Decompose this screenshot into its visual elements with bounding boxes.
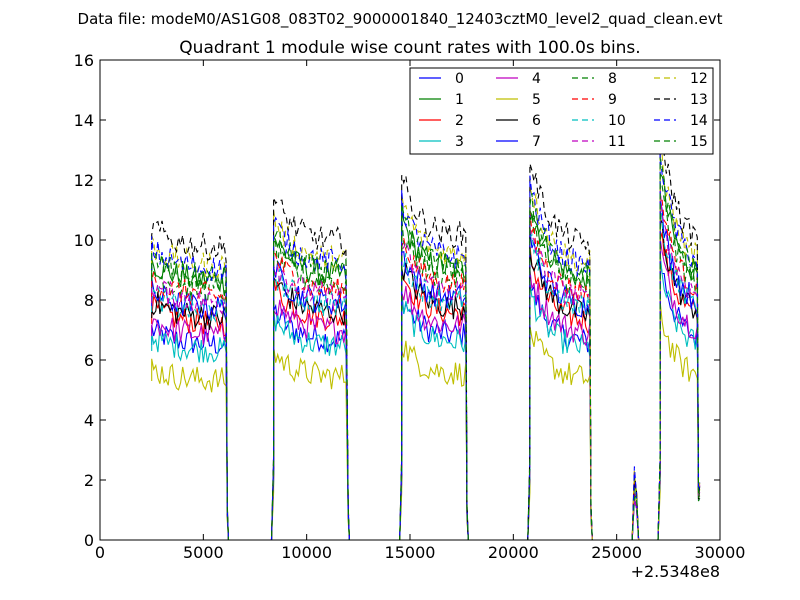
y-tick-label: 0 <box>84 531 94 550</box>
legend-label-2: 2 <box>455 113 464 129</box>
series-layer <box>151 109 701 541</box>
legend-box <box>409 67 714 155</box>
x-tick-label: 10000 <box>281 543 332 562</box>
y-tick-label: 2 <box>84 471 94 490</box>
x-tick-label: 20000 <box>488 543 539 562</box>
y-tick-label: 4 <box>84 411 94 430</box>
series-line-4 <box>151 238 701 541</box>
x-tick-label: 25000 <box>591 543 642 562</box>
legend-label-10: 10 <box>608 113 626 129</box>
series-line-0 <box>151 258 701 541</box>
y-tick-label: 16 <box>74 51 94 70</box>
series-line-12 <box>151 147 701 541</box>
legend-label-3: 3 <box>455 134 464 150</box>
legend-label-11: 11 <box>608 134 626 150</box>
series-line-15 <box>151 157 701 541</box>
y-tick-label: 8 <box>84 291 94 310</box>
x-tick-label: 30000 <box>695 543 746 562</box>
legend-label-1: 1 <box>455 92 464 108</box>
series-line-5 <box>151 301 701 541</box>
y-tick-label: 10 <box>74 231 94 250</box>
chart-title: Quadrant 1 module wise count rates with … <box>179 38 640 58</box>
axes-layer: 0 5000 10000 15000 20000 25000 300000246810121… <box>74 51 746 562</box>
legend-label-4: 4 <box>532 71 541 87</box>
legend-label-5: 5 <box>532 92 541 108</box>
x-tick-label: 15000 <box>385 543 436 562</box>
series-line-1 <box>151 172 701 541</box>
legend-label-0: 0 <box>455 71 464 87</box>
legend-label-8: 8 <box>608 71 617 87</box>
legend-label-7: 7 <box>532 134 541 150</box>
legend-label-14: 14 <box>690 113 708 129</box>
series-line-13 <box>151 109 701 541</box>
series-line-14 <box>151 153 701 541</box>
series-line-8 <box>151 183 701 541</box>
x-offset-label: +2.5348e8 <box>631 562 720 581</box>
series-line-11 <box>151 186 701 541</box>
chart-suptitle: Data file: modeM0/AS1G08_083T02_90000018… <box>78 10 723 29</box>
y-tick-label: 12 <box>74 171 94 190</box>
y-tick-label: 14 <box>74 111 94 130</box>
y-tick-label: 6 <box>84 351 94 370</box>
x-tick-label: 5000 <box>183 543 224 562</box>
legend-label-6: 6 <box>532 113 541 129</box>
legend-label-13: 13 <box>690 92 708 108</box>
series-line-10 <box>151 201 700 541</box>
legend-label-9: 9 <box>608 92 617 108</box>
x-tick-label: 0 <box>95 543 105 562</box>
series-line-2 <box>151 232 701 541</box>
legend-label-12: 12 <box>690 71 708 87</box>
legend-label-15: 15 <box>690 134 708 150</box>
series-line-3 <box>151 253 701 541</box>
series-line-9 <box>151 198 701 541</box>
